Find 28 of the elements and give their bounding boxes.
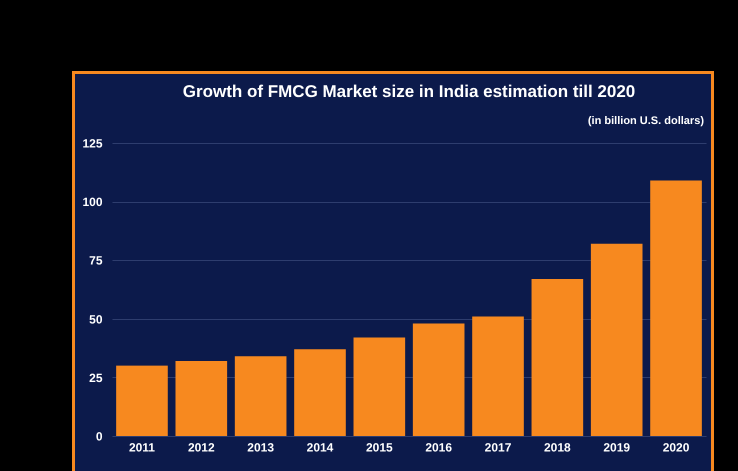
chart-title: Growth of FMCG Market size in India estimation till 2020: [182, 82, 636, 101]
x-tick-label: 2011: [128, 440, 156, 454]
bar: [234, 356, 286, 436]
y-tick-label: 25: [89, 370, 103, 385]
x-tick-label: 2015: [366, 440, 393, 454]
y-tick-label: 100: [82, 195, 103, 210]
x-tick-label: 2017: [484, 440, 512, 454]
bar: [590, 244, 643, 436]
bar: [175, 360, 228, 436]
bar: [532, 278, 584, 436]
bar: [294, 349, 346, 436]
y-tick-label: 75: [89, 254, 103, 268]
x-tick-label: 2014: [306, 440, 334, 454]
x-tick-label: 2012: [188, 440, 215, 454]
x-tick-label: 2013: [247, 440, 274, 454]
bar: [354, 338, 406, 436]
bar: [412, 323, 464, 436]
x-tick-label: 2019: [603, 440, 630, 454]
x-tick-label: 2016: [425, 440, 452, 454]
y-tick-label: 0: [96, 430, 103, 444]
bar: [472, 316, 524, 436]
x-tick-label: 2018: [544, 440, 572, 454]
bar: [650, 180, 702, 436]
y-tick-label: 50: [89, 312, 103, 326]
chart-subtitle: (in billion U.S. dollars): [588, 115, 704, 127]
bar: [116, 366, 168, 436]
y-tick-label: 125: [82, 136, 103, 150]
x-tick-label: 2020: [662, 440, 690, 454]
